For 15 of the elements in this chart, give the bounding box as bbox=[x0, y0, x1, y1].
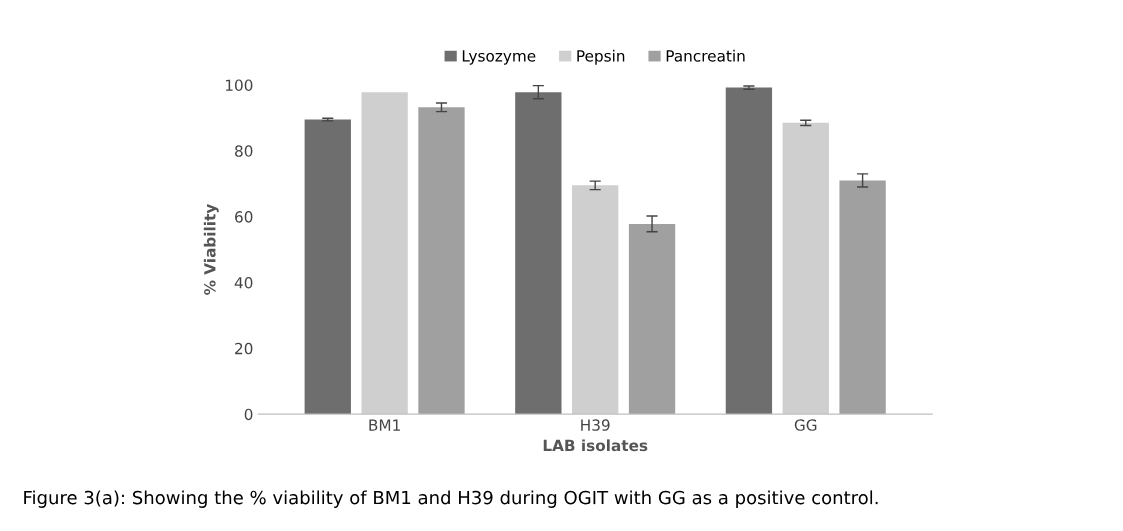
y-tick-label: 80 bbox=[235, 145, 253, 157]
y-tick-label: 0 bbox=[244, 408, 253, 421]
y-tick-label: 20 bbox=[235, 342, 253, 355]
y-tick-label: 60 bbox=[235, 211, 253, 223]
legend-label: Pancreatin bbox=[666, 49, 745, 62]
x-tick-label: BM1 bbox=[369, 419, 400, 431]
legend-label: Pepsin bbox=[577, 49, 625, 65]
caption: Figure 3(a): Showing the % viability of BM1 and H39 during OGIT with GG as a positive control. bbox=[24, 490, 878, 508]
legend-label: Lysozyme bbox=[462, 50, 536, 65]
y-axis-title: % Viability bbox=[203, 204, 219, 295]
x-tick-label: H39 bbox=[581, 419, 610, 431]
x-tick-label: GG bbox=[794, 419, 817, 431]
x-axis-title: LAB isolates bbox=[543, 439, 648, 452]
y-tick-label: 100 bbox=[225, 79, 253, 91]
y-tick-label: 40 bbox=[234, 276, 253, 289]
